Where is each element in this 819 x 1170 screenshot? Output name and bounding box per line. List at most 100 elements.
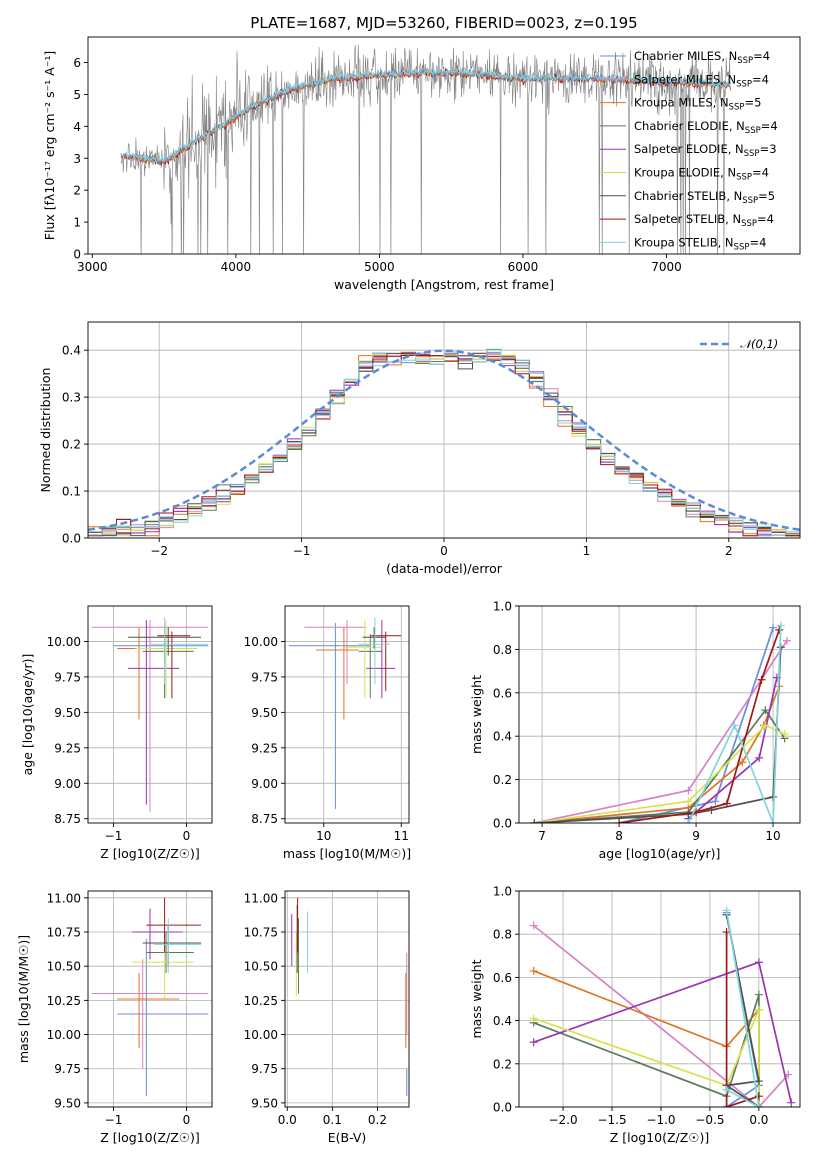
y-tick-label: 0.4 <box>62 344 81 358</box>
weight-marker <box>684 819 693 823</box>
weight-series <box>530 636 791 823</box>
weight-marker <box>754 1005 763 1014</box>
legend-entry: Salpeter ELODIE, NSSP=3 <box>634 142 777 159</box>
spectrum-panel: 3000 4000 5000 6000 7000 0 1 2 3 4 5 6 wavelength [A… <box>42 36 801 292</box>
y-axis-label: Flux [fλ10⁻¹⁷ erg cm⁻² s⁻¹ A⁻¹] <box>42 51 57 240</box>
y-tick-label: 1.0 <box>493 885 512 899</box>
plot-area <box>530 621 791 823</box>
x-tick-label: 10 <box>765 829 780 843</box>
legend-entry: 𝒩(0,1) <box>740 337 778 351</box>
weight-line <box>725 910 760 1107</box>
x-axis-label: Z [log10(Z/Z☉)] <box>100 1130 200 1145</box>
error-bar-point <box>153 918 202 974</box>
residuals-panel: −2 −1 0 1 2 0.0 0.1 0.2 0.3 0.4 (data-model)/error… <box>38 321 801 576</box>
x-tick-label: 4000 <box>221 260 252 274</box>
y-tick-label: 10.75 <box>244 926 278 940</box>
error-bar-point <box>316 627 359 720</box>
x-tick-label: 5000 <box>364 260 395 274</box>
axes-frame <box>87 605 213 824</box>
y-tick-label: 10.50 <box>244 960 278 974</box>
observed-spectrum <box>120 44 732 254</box>
y-axis-label: mass weight <box>469 959 484 1038</box>
weight-line <box>534 708 786 823</box>
weight-line <box>725 932 760 1107</box>
x-axis-label: Z [log10(Z/Z☉)] <box>610 1130 710 1145</box>
weight-marker <box>776 621 785 630</box>
axes-frame <box>87 36 801 255</box>
weight-line <box>687 625 782 823</box>
weight-marker <box>755 753 764 762</box>
x-tick-label: −1 <box>105 829 123 843</box>
x-tick-label: 0 <box>183 829 191 843</box>
x-tick-label: 11 <box>394 829 409 843</box>
x-tick-label: 0.2 <box>368 1113 387 1127</box>
weight-marker <box>754 958 763 967</box>
weight-marker <box>722 799 731 808</box>
x-tick-label: −1.5 <box>597 1113 626 1127</box>
figure-title: PLATE=1687, MJD=53260, FIBERID=0023, z=0… <box>250 14 637 32</box>
legend-entry: Chabrier STELIB, NSSP=5 <box>634 189 775 206</box>
weight-marker <box>769 792 778 801</box>
age-vs-mass-panel: 10 11 8.75 9.00 9.25 9.50 9.75 10.00 mass [log10… <box>244 605 411 861</box>
legend-entry: Chabrier MILES, NSSP=4 <box>634 49 770 66</box>
y-tick-label: 1 <box>73 216 81 230</box>
error-bar-point <box>113 624 209 663</box>
x-tick-label: 0.0 <box>749 1113 768 1127</box>
y-tick-label: 0.4 <box>493 1014 512 1028</box>
x-tick-label: −1.0 <box>646 1113 675 1127</box>
weight-marker <box>738 758 747 767</box>
y-tick-label: 9.75 <box>251 1062 278 1076</box>
weight-series <box>722 928 763 1107</box>
weight-line <box>533 970 760 1107</box>
y-tick-label: 9.25 <box>251 741 278 755</box>
weight-marker <box>730 721 739 730</box>
y-tick-label: 0.0 <box>493 1101 512 1115</box>
x-tick-label: 3000 <box>77 260 108 274</box>
legend-entry: Kroupa ELODIE, NSSP=4 <box>634 166 769 183</box>
age-vs-metallicity-panel: −1 0 8.75 9.00 9.25 9.50 9.75 10.00 Z [log10(Z/Z… <box>20 605 213 861</box>
legend-entry: Kroupa STELIB, NSSP=4 <box>634 235 766 252</box>
y-tick-label: 10.50 <box>47 960 81 974</box>
axes-frame <box>518 605 801 824</box>
y-tick-label: 10.00 <box>244 635 278 649</box>
y-tick-label: 6 <box>73 56 81 70</box>
error-bar-point <box>131 908 183 960</box>
histogram-step-6 <box>88 352 800 537</box>
y-tick-label: 0 <box>73 248 81 262</box>
y-tick-label: 11.00 <box>47 891 81 905</box>
error-bar-point <box>358 617 390 685</box>
legend-entry: Salpeter STELIB, NSSP=4 <box>634 212 774 229</box>
error-bar-point <box>146 897 202 953</box>
weight-marker <box>722 1085 731 1094</box>
weight-marker <box>782 636 791 645</box>
y-tick-label: 4 <box>73 120 81 134</box>
weight-series <box>529 1005 763 1107</box>
x-tick-label: −1 <box>105 1113 123 1127</box>
error-bar-point <box>362 627 386 649</box>
axes-frame <box>284 605 410 824</box>
weight-marker <box>769 623 778 632</box>
error-bar-point <box>146 932 194 974</box>
mass-vs-ebv-panel: 0.0 0.1 0.2 9.50 9.75 10.00 10.25 10.50 10.75 11.… <box>244 890 410 1145</box>
y-tick-label: 9.50 <box>251 706 278 720</box>
y-tick-label: 0.8 <box>493 928 512 942</box>
error-bar-point <box>128 620 180 805</box>
y-tick-label: 8.75 <box>54 812 81 826</box>
weight-marker <box>757 675 766 684</box>
error-bar-point <box>117 938 209 1097</box>
y-tick-label: 9.50 <box>54 1096 81 1110</box>
y-tick-label: 0.2 <box>62 438 81 452</box>
plot-area <box>291 897 408 1097</box>
axes-frame <box>87 890 213 1108</box>
y-axis-label: mass [log10(M/M☉)] <box>16 935 31 1063</box>
weight-series <box>684 621 785 823</box>
mass-vs-metallicity-panel: −1 0 9.50 9.75 10.00 10.25 10.50 10.75 11.00 Z [l… <box>16 890 213 1145</box>
y-tick-label: 9.75 <box>54 1062 81 1076</box>
y-tick-label: 9.50 <box>251 1096 278 1110</box>
y-tick-label: 9.25 <box>54 741 81 755</box>
weight-marker <box>722 1103 731 1107</box>
y-tick-label: 0.2 <box>493 1057 512 1071</box>
x-tick-label: −1 <box>293 544 311 558</box>
weight-line <box>533 924 789 1107</box>
weight-marker <box>684 797 693 806</box>
